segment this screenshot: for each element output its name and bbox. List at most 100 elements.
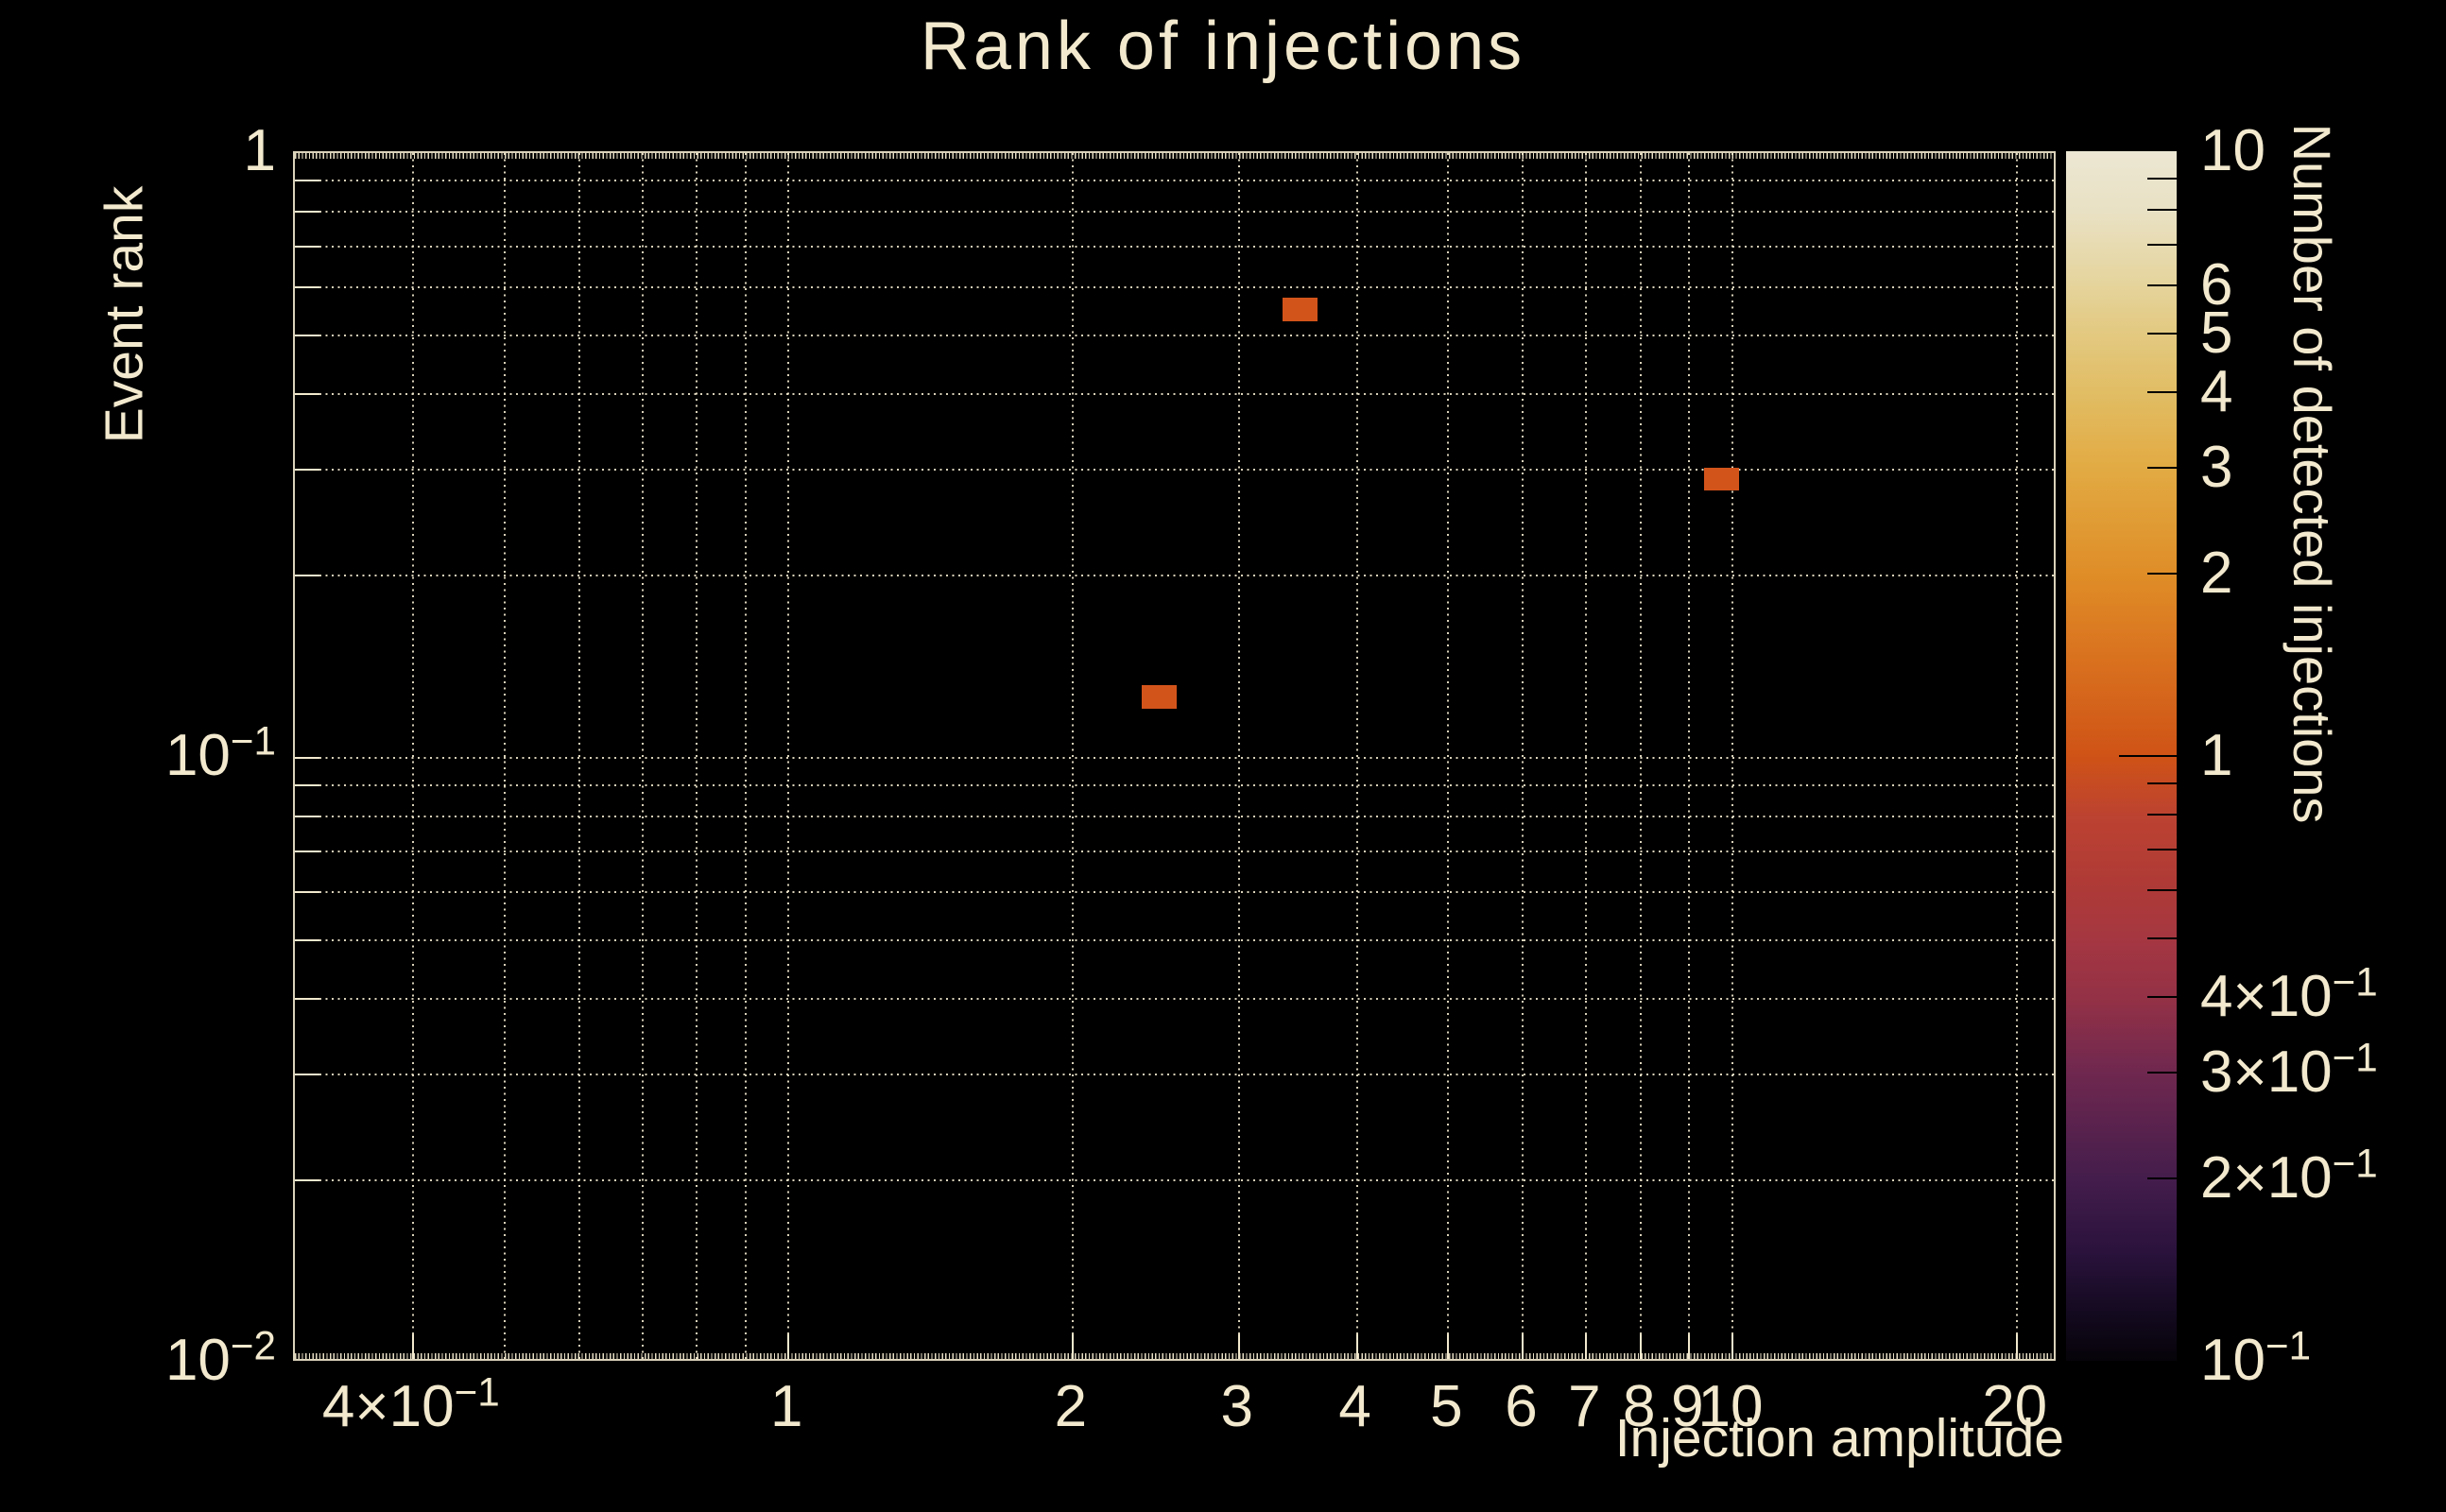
x-gridline [1447, 153, 1450, 1359]
x-tick-label: 3 [1220, 1374, 1254, 1439]
y-gridline [295, 816, 2054, 818]
x-gridline [641, 153, 644, 1359]
colorbar-tick [2147, 936, 2177, 939]
x-gridline [787, 153, 790, 1359]
y-gridline [295, 938, 2054, 941]
x-tick-label: 4 [1338, 1374, 1371, 1439]
heatmap-bin [1282, 297, 1318, 321]
x-tick [1731, 1334, 1734, 1359]
x-gridline [1731, 153, 1734, 1359]
colorbar-tick [2147, 1177, 2177, 1180]
colorbar-tick-label: 5 [2200, 300, 2233, 366]
x-tick [1355, 1334, 1358, 1359]
y-tick [295, 784, 319, 787]
plot-area [293, 151, 2056, 1361]
y-gridline [295, 468, 2054, 471]
y-tick-label: 10−2 [164, 1323, 276, 1393]
y-gridline [295, 285, 2054, 288]
y-tick [295, 850, 319, 853]
colorbar-tick-label: 10−1 [2200, 1323, 2312, 1393]
colorbar-tick [2147, 244, 2177, 247]
x-minor-ticks-top [295, 153, 2054, 159]
heatmap-bin [1141, 685, 1177, 710]
colorbar-tick-label: 2×10−1 [2200, 1141, 2378, 1211]
colorbar-title: Number of detected injections [2282, 123, 2342, 824]
colorbar-tick-label: 3×10−1 [2200, 1034, 2378, 1105]
y-gridline [295, 997, 2054, 1000]
colorbar-tick [2147, 332, 2177, 335]
x-gridline [1355, 153, 1358, 1359]
y-tick [295, 285, 319, 288]
y-tick [295, 997, 319, 1000]
colorbar-tick [2119, 755, 2177, 757]
y-gridline [295, 392, 2054, 395]
x-tick-label: 1 [769, 1374, 803, 1439]
x-gridline [696, 153, 698, 1359]
y-gridline [295, 334, 2054, 336]
x-gridline [1585, 153, 1588, 1359]
y-gridline [295, 1073, 2054, 1075]
x-tick-label: 4×10−1 [321, 1369, 500, 1439]
y-tick [295, 211, 319, 214]
x-tick-label: 9 [1671, 1374, 1704, 1439]
x-minor-ticks-bottom [295, 1353, 2054, 1359]
x-tick-label: 20 [1982, 1374, 2048, 1439]
colorbar-tick-label: 3 [2200, 434, 2233, 500]
heatmap-bin [1703, 467, 1739, 491]
y-tick [295, 392, 319, 395]
x-tick [1447, 1334, 1450, 1359]
y-gridline [295, 1179, 2054, 1182]
y-tick [295, 1073, 319, 1075]
x-gridline [1071, 153, 1074, 1359]
x-gridline [411, 153, 414, 1359]
x-tick [1585, 1334, 1588, 1359]
y-tick [295, 890, 319, 893]
colorbar-tick-label: 1 [2200, 723, 2233, 788]
colorbar-tick [2147, 995, 2177, 998]
x-gridline [1237, 153, 1240, 1359]
y-gridline [295, 211, 2054, 214]
colorbar-tick [2147, 178, 2177, 180]
colorbar-tick [2147, 390, 2177, 393]
colorbar [2066, 151, 2177, 1361]
colorbar-tick [2147, 573, 2177, 576]
colorbar-tick [2147, 466, 2177, 469]
y-tick-label: 1 [243, 118, 276, 183]
colorbar-tick [2147, 1071, 2177, 1074]
y-tick [295, 757, 319, 759]
y-tick [295, 180, 319, 182]
x-gridline [1688, 153, 1691, 1359]
colorbar-tick-label: 4 [2200, 358, 2233, 424]
x-tick-label: 7 [1568, 1374, 1601, 1439]
x-gridline [503, 153, 506, 1359]
x-gridline [2015, 153, 2018, 1359]
y-gridline [295, 246, 2054, 249]
y-gridline [295, 784, 2054, 787]
x-tick [1237, 1334, 1240, 1359]
x-tick-label: 6 [1505, 1374, 1538, 1439]
x-tick [2015, 1334, 2018, 1359]
y-tick [295, 575, 319, 577]
y-gridline [295, 180, 2054, 182]
y-tick [295, 816, 319, 818]
y-tick [295, 938, 319, 941]
y-gridline [295, 850, 2054, 853]
colorbar-tick [2147, 284, 2177, 286]
y-gridline [295, 575, 2054, 577]
x-gridline [577, 153, 580, 1359]
colorbar-tick-label: 4×10−1 [2200, 959, 2378, 1029]
chart-title: Rank of injections [920, 9, 1526, 84]
colorbar-tick [2147, 209, 2177, 212]
x-tick-label: 10 [1697, 1374, 1764, 1439]
x-tick [787, 1334, 790, 1359]
x-gridline [744, 153, 747, 1359]
x-tick [411, 1334, 414, 1359]
x-tick [1522, 1334, 1524, 1359]
colorbar-tick [2147, 782, 2177, 785]
colorbar-tick-label: 6 [2200, 251, 2233, 318]
x-tick [1071, 1334, 1074, 1359]
y-tick [295, 246, 319, 249]
colorbar-tick-label: 10 [2200, 118, 2265, 183]
y-tick [295, 1179, 319, 1182]
